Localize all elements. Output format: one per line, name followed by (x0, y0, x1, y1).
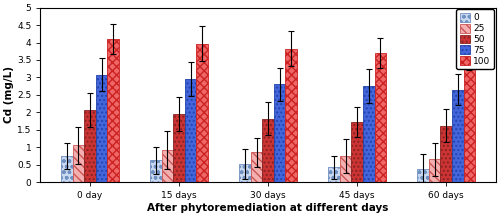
Bar (174, 114, 185, 182)
Bar (196, 44, 208, 182)
Bar (417, 169, 429, 182)
Bar (239, 164, 250, 182)
Bar (274, 84, 285, 182)
Bar (363, 86, 374, 182)
Bar (374, 53, 386, 182)
Bar (328, 167, 340, 182)
Bar (262, 118, 274, 182)
Bar (452, 90, 464, 182)
Y-axis label: Cd (mg/L): Cd (mg/L) (4, 66, 14, 123)
Bar (150, 160, 162, 182)
Bar (340, 156, 351, 182)
Bar (185, 79, 196, 182)
Bar (61, 156, 72, 182)
Bar (352, 122, 363, 182)
Bar (429, 159, 440, 182)
Bar (464, 56, 475, 182)
Bar (84, 110, 96, 182)
Legend: 0, 25, 50, 75, 100: 0, 25, 50, 75, 100 (456, 10, 494, 69)
Bar (286, 49, 297, 182)
Bar (162, 150, 173, 182)
Bar (440, 126, 452, 182)
X-axis label: After phytoremediation at different days: After phytoremediation at different days (148, 203, 389, 213)
Bar (250, 152, 262, 182)
Bar (108, 39, 119, 182)
Bar (96, 75, 108, 182)
Bar (72, 145, 84, 182)
